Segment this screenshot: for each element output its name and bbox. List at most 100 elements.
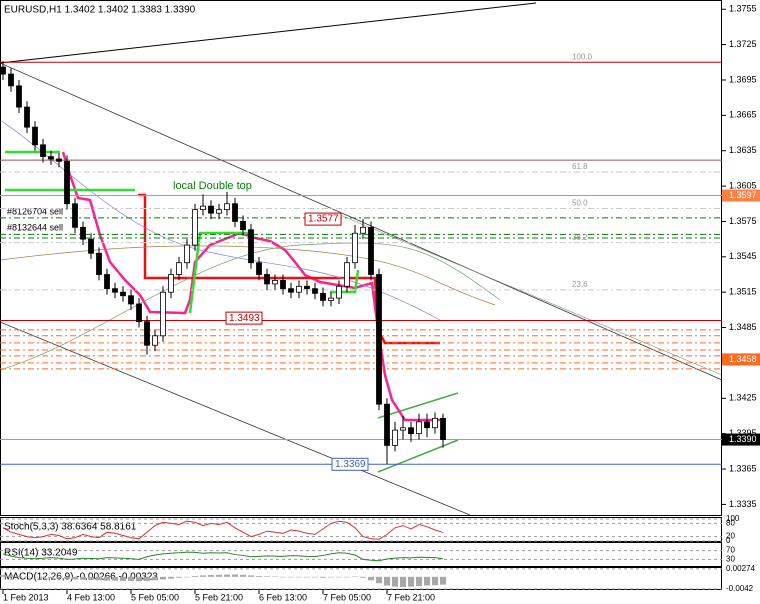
y-tick-label: -0.0042 — [726, 584, 754, 593]
histogram-bar — [296, 576, 302, 578]
histogram-bar — [24, 576, 30, 578]
histogram-bar — [264, 576, 270, 577]
candle-body — [352, 232, 358, 264]
histogram-bar — [0, 575, 6, 577]
histogram-bar — [120, 576, 126, 581]
trend-line — [0, 321, 471, 516]
histogram-bar — [336, 576, 342, 578]
candle-body — [24, 106, 30, 128]
histogram-bar — [104, 576, 110, 581]
histogram-bar — [128, 576, 134, 581]
histogram-bar — [16, 575, 22, 577]
panel-frame — [0, 542, 722, 567]
panel-title: Stoch(5,3,3) 38.6364 58.8161 — [4, 522, 137, 533]
candle-body — [256, 262, 262, 275]
candle-body — [280, 279, 286, 290]
y-tick-label: 1.3575 — [729, 216, 757, 226]
x-tick-label: 7 Feb 05:00 — [323, 592, 371, 602]
annotation: #8126704 sell — [7, 206, 63, 216]
price-tag-label: 1.3390 — [729, 434, 757, 444]
histogram-bar — [232, 574, 238, 577]
histogram-bar — [328, 576, 334, 578]
x-tick-label: 7 Feb 21:00 — [387, 592, 435, 602]
candle-body — [224, 203, 230, 211]
candle-body — [416, 421, 422, 435]
histogram-bar — [424, 576, 430, 586]
y-tick-label: 30 — [726, 555, 735, 564]
y-tick-label: 1.3635 — [729, 145, 757, 155]
histogram-bar — [96, 576, 102, 581]
histogram-bar — [144, 576, 150, 581]
y-tick-label: 100 — [726, 514, 740, 523]
candle-body — [200, 205, 206, 211]
histogram-bar — [224, 574, 230, 577]
histogram-bar — [8, 575, 14, 577]
candle-body — [424, 421, 430, 429]
candle-body — [336, 285, 342, 299]
y-tick-label: 20 — [726, 532, 735, 541]
candle-body — [272, 279, 278, 285]
level-label: 23.6 — [572, 280, 588, 289]
level-label: 38.2 — [572, 233, 588, 242]
candle-body — [160, 291, 166, 337]
level-label: 100.0 — [572, 52, 593, 61]
candle-body — [72, 203, 78, 228]
candle-body — [88, 238, 94, 254]
y-tick-label: 1.3395 — [729, 428, 757, 438]
price-box — [331, 457, 369, 471]
histogram-bar — [240, 574, 246, 577]
histogram-bar — [400, 576, 406, 587]
candle-body — [16, 85, 22, 108]
candle-body — [80, 226, 86, 240]
indicator-line — [138, 193, 440, 345]
histogram-bar — [408, 576, 414, 587]
candle-body — [48, 156, 54, 160]
candle-body — [288, 288, 294, 293]
histogram-bar — [288, 576, 294, 578]
y-tick-label: 70 — [726, 546, 735, 555]
candle-body — [184, 244, 190, 264]
price-tag — [722, 353, 760, 366]
histogram-bar — [88, 576, 94, 581]
histogram-bar — [152, 576, 158, 581]
histogram-bar — [376, 576, 382, 584]
candle-body — [112, 288, 118, 293]
y-tick-label: 1.3605 — [729, 180, 757, 190]
histogram-bar — [32, 576, 38, 578]
panel-frame — [0, 0, 722, 516]
histogram-bar — [416, 576, 422, 587]
price-box-label: 1.3577 — [308, 214, 339, 225]
histogram-bar — [176, 576, 182, 578]
y-tick-label: 1.3695 — [729, 74, 757, 84]
drawings — [0, 2, 723, 516]
candle-body — [8, 73, 14, 87]
indicator-line — [188, 231, 250, 314]
candle-body — [40, 144, 46, 158]
y-tick-label: 1.3335 — [729, 499, 757, 509]
level-label: 50.0 — [572, 199, 588, 208]
histogram-bar — [272, 576, 278, 578]
histogram-bar — [40, 576, 46, 578]
x-tick-label: 5 Feb 21:00 — [195, 592, 243, 602]
panel-title: RSI(14) 33.2049 — [4, 548, 78, 559]
histogram-bar — [312, 576, 318, 578]
histogram-bar — [200, 575, 206, 577]
histogram-bar — [344, 576, 350, 578]
candle-body — [136, 303, 142, 323]
y-tick-label: 1.3665 — [729, 110, 757, 120]
candle-body — [144, 321, 150, 346]
candle-body — [440, 417, 446, 440]
chart-title: EURUSD,H1 1.3402 1.3402 1.3383 1.3390 — [4, 5, 196, 16]
candle-body — [240, 221, 246, 231]
candle-body — [304, 285, 310, 290]
histogram-bar — [432, 576, 438, 586]
candle-body — [152, 335, 158, 346]
candle-body — [320, 292, 326, 301]
histogram-bar — [160, 576, 166, 580]
histogram-bar — [352, 576, 358, 578]
histogram-bar — [368, 576, 374, 581]
histogram-bar — [320, 576, 326, 578]
candle-body — [392, 429, 398, 446]
y-tick-label: 1.3545 — [729, 251, 757, 261]
candle-body — [56, 158, 62, 162]
